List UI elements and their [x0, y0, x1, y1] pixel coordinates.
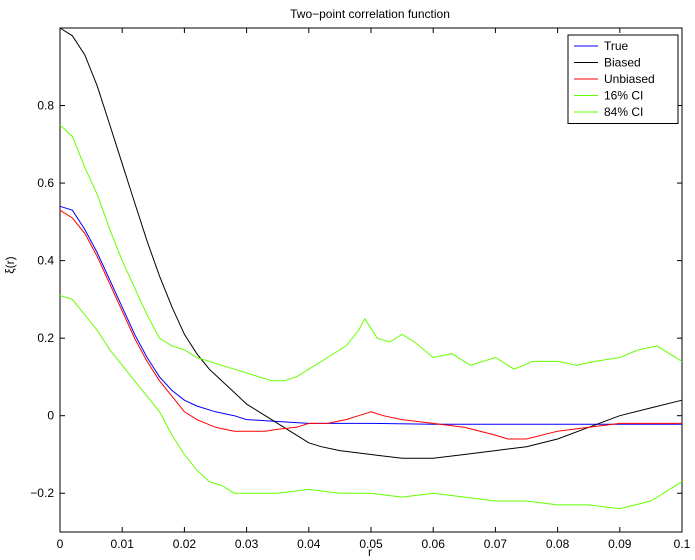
series-lines [59, 27, 683, 510]
series-line-biased [59, 27, 683, 459]
y-tick-label: 0 [47, 409, 54, 423]
x-tick-label: 0.06 [422, 537, 446, 551]
y-tick-label: 0.2 [37, 331, 54, 345]
x-tick-label: 0.1 [674, 537, 691, 551]
y-tick-label: −0.2 [30, 486, 54, 500]
y-axis-label: ξ(r) [3, 256, 17, 273]
x-tick-label: 0.04 [297, 537, 321, 551]
legend-label: Biased [604, 56, 641, 70]
legend-label: 84% CI [604, 105, 643, 119]
series-line-84-ci [59, 124, 683, 382]
x-axis-label: r [368, 545, 372, 559]
x-tick-label: 0.01 [111, 537, 135, 551]
x-tick-label: 0.03 [235, 537, 259, 551]
legend-label: Unbiased [604, 72, 655, 86]
chart-title: Two−point correlation function [290, 7, 450, 21]
x-tick-label: 0.09 [608, 537, 632, 551]
x-tick-label: 0.02 [173, 537, 197, 551]
y-tick-label: 0.8 [37, 99, 54, 113]
x-tick-label: 0.07 [484, 537, 508, 551]
series-line-true [59, 205, 682, 425]
series-line-unbiased [59, 209, 682, 440]
y-tick-label: 0.4 [37, 254, 54, 268]
x-tick-label: 0.05 [359, 537, 383, 551]
x-tick-label: 0.08 [546, 537, 570, 551]
legend-label: True [604, 39, 629, 53]
series-line-16-ci [59, 295, 683, 510]
y-tick-label: 0.6 [37, 176, 54, 190]
y-axis: −0.2 0 0.2 0.4 0.6 0.8 [30, 99, 682, 500]
legend: True Biased Unbiased 16% CI 84% CI [567, 34, 679, 124]
x-axis: 0 0.01 0.02 0.03 0.04 0.05 0.06 0.07 0.08 0.09 0.1 [57, 28, 691, 551]
x-tick-label: 0 [57, 537, 64, 551]
legend-label: 16% CI [604, 89, 643, 103]
